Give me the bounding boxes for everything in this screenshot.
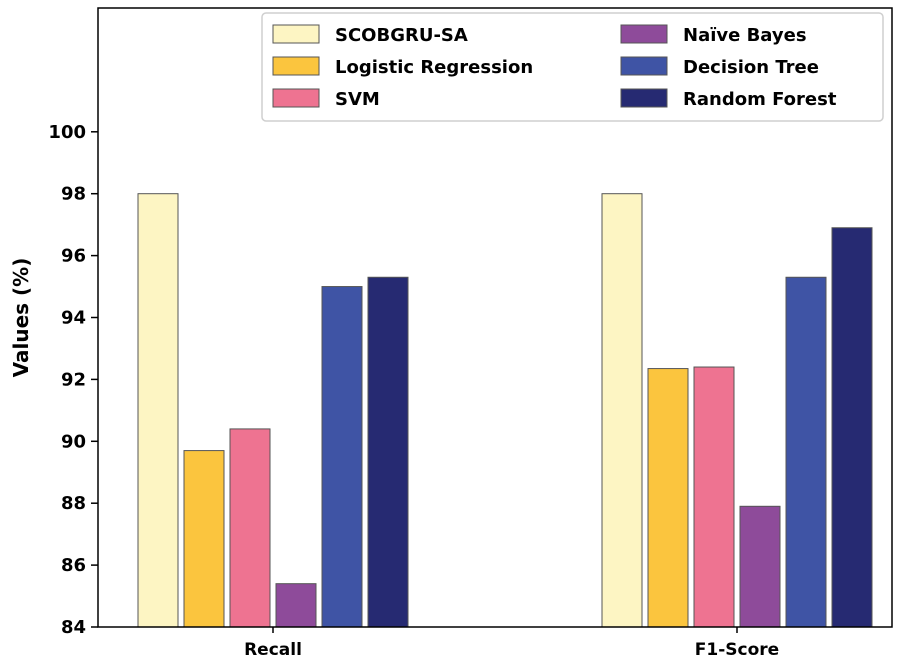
bar-recall-na-ve-bayes	[275, 583, 317, 628]
legend-swatch	[620, 88, 668, 108]
y-tick-label: 88	[61, 493, 86, 514]
legend-label: SCOBGRU-SA	[335, 25, 468, 46]
bar-f1-score-random-forest	[831, 227, 873, 628]
bar-recall-scobgru-sa	[137, 193, 179, 628]
bar-recall-random-forest	[367, 276, 409, 628]
legend-label: SVM	[335, 89, 380, 110]
x-tick-label: F1-Score	[695, 640, 779, 660]
y-tick-label: 100	[48, 122, 86, 143]
legend-swatch	[272, 24, 320, 44]
y-axis-title: Values (%)	[9, 258, 33, 378]
y-tick-label: 92	[61, 369, 86, 390]
bar-f1-score-scobgru-sa	[601, 193, 643, 628]
y-tick-label: 86	[61, 555, 86, 576]
legend-label: Naïve Bayes	[683, 25, 807, 46]
legend: SCOBGRU-SA Logistic Regression SVM Naïve Ba…	[261, 12, 884, 122]
legend-swatch	[272, 56, 320, 76]
x-tick-label: Recall	[244, 640, 302, 660]
legend-label: Decision Tree	[683, 57, 819, 78]
y-axis: 84 86 88 90 92 94 96 98 100	[48, 122, 98, 638]
bar-recall-logistic-regression	[183, 450, 225, 628]
legend-swatch	[272, 88, 320, 108]
bar-recall-decision-tree	[321, 286, 363, 628]
y-tick-label: 96	[61, 246, 86, 267]
x-axis: Recall F1-Score	[244, 627, 779, 660]
y-tick-label: 84	[61, 617, 86, 638]
bar-recall-svm	[229, 428, 271, 628]
bar-f1-score-decision-tree	[785, 276, 827, 628]
legend-label: Random Forest	[683, 89, 837, 110]
plot-frame	[97, 7, 893, 628]
y-tick-label: 94	[61, 308, 86, 329]
bar-f1-score-na-ve-bayes	[739, 505, 781, 628]
bars-group	[137, 193, 873, 628]
bar-f1-score-svm	[693, 366, 735, 628]
legend-box	[261, 12, 884, 122]
bar-f1-score-logistic-regression	[647, 368, 689, 628]
y-tick-label: 98	[61, 184, 86, 205]
legend-swatch	[620, 56, 668, 76]
y-tick-label: 90	[61, 431, 86, 452]
legend-label: Logistic Regression	[335, 57, 533, 78]
legend-swatch	[620, 24, 668, 44]
